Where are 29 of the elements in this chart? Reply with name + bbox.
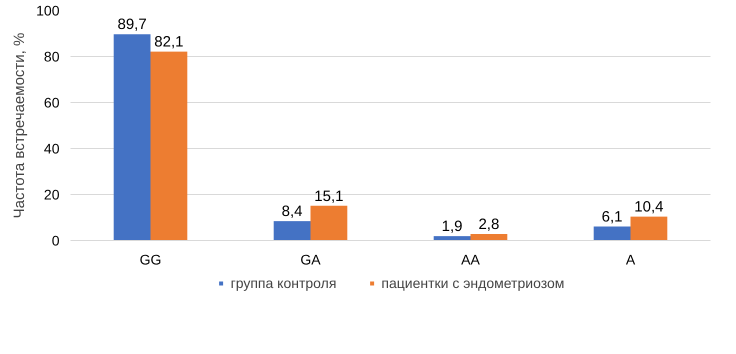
- bar: [310, 206, 348, 240]
- y-tick-label: 60: [44, 94, 60, 110]
- data-label: 8,4: [282, 203, 303, 220]
- bar: [630, 216, 668, 240]
- y-tick-label: 40: [44, 140, 60, 156]
- y-tick-label: 100: [36, 2, 60, 18]
- bar: [434, 236, 470, 240]
- x-tick-label: A: [626, 252, 636, 268]
- bar: [274, 221, 310, 240]
- x-tick-label: GA: [300, 252, 322, 268]
- x-tick-label: AA: [461, 252, 480, 268]
- data-label: 6,1: [602, 208, 623, 226]
- data-label: 82,1: [154, 34, 184, 51]
- y-axis-title: Частота встречаемости, %: [11, 32, 28, 218]
- data-label: 15,1: [314, 188, 344, 205]
- legend-label: пациентки с эндометриозом: [381, 275, 564, 291]
- bar: [114, 34, 150, 240]
- bar: [470, 234, 508, 240]
- data-label: 2,8: [478, 216, 500, 234]
- bar: [150, 52, 188, 240]
- data-label: 10,4: [634, 198, 664, 216]
- x-tick-label: GG: [140, 252, 162, 268]
- y-tick-label: 80: [44, 48, 60, 64]
- y-tick-label: 0: [52, 232, 60, 248]
- legend-label: группа контроля: [230, 275, 336, 291]
- data-label: 89,7: [118, 16, 147, 34]
- bar: [594, 226, 630, 240]
- data-label: 1,9: [442, 218, 463, 236]
- y-tick-label: 20: [44, 186, 60, 202]
